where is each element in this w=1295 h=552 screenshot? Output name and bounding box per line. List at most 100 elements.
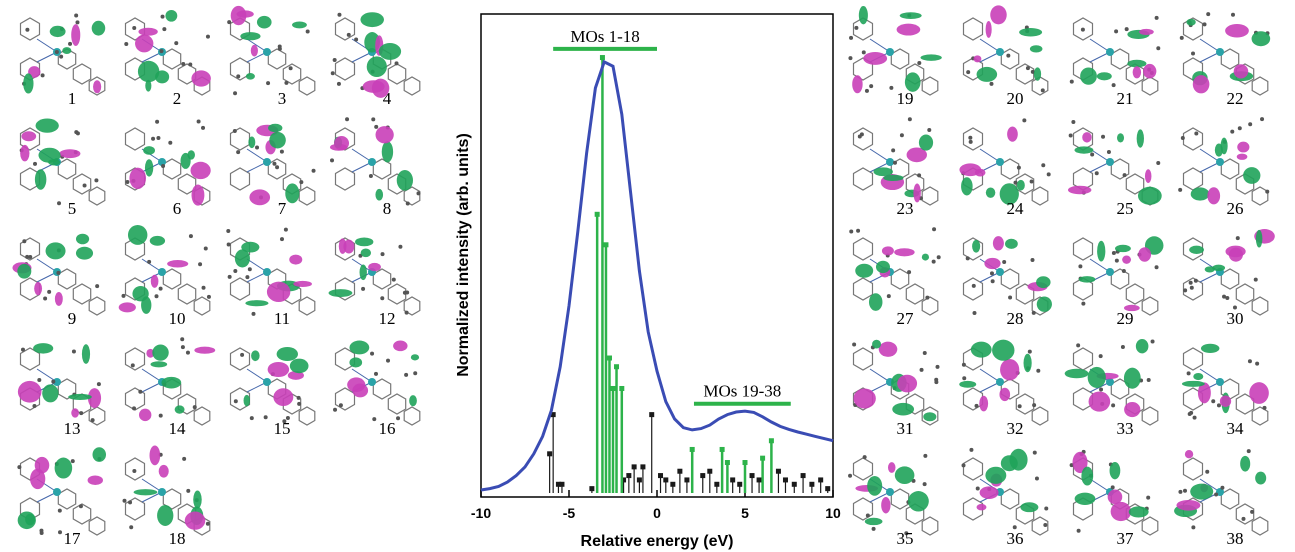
atom: [160, 14, 165, 19]
metal: [368, 158, 376, 166]
lobe: [984, 257, 1001, 270]
atom: [1191, 51, 1196, 56]
orbital-sketch: [229, 346, 316, 426]
lobe: [1082, 132, 1092, 143]
lobe: [1115, 244, 1131, 253]
atom: [130, 363, 135, 368]
ring: [1015, 393, 1035, 415]
atom: [1187, 411, 1192, 416]
orbital-sketch: [19, 13, 106, 96]
lobe: [1033, 67, 1042, 81]
lobe: [872, 339, 882, 349]
lobe: [158, 464, 169, 478]
atom: [1247, 359, 1252, 364]
ring: [1182, 167, 1204, 191]
lobe: [20, 144, 30, 162]
orbital-label: 32: [1007, 419, 1024, 438]
metal: [263, 158, 271, 166]
atom: [282, 419, 287, 424]
lobe: [91, 20, 106, 36]
atom: [1248, 122, 1253, 127]
atom: [1012, 525, 1017, 530]
atom: [1101, 134, 1106, 139]
atom: [129, 525, 134, 530]
atom: [47, 289, 52, 294]
lobe: [873, 167, 893, 177]
atom: [128, 500, 133, 505]
ring: [1182, 457, 1204, 481]
lobe: [366, 56, 387, 78]
ring: [124, 497, 146, 521]
stick: [626, 473, 632, 493]
ring: [852, 127, 874, 151]
stick: [791, 481, 797, 493]
ring: [177, 393, 197, 415]
atom: [233, 399, 238, 404]
atom: [299, 180, 304, 185]
lobe: [187, 150, 195, 160]
orbital-label: 29: [1117, 309, 1134, 328]
atom: [58, 530, 63, 535]
stick: [547, 451, 553, 493]
ring: [124, 237, 146, 261]
atom: [1260, 117, 1265, 122]
atom: [275, 165, 280, 170]
stick: [606, 355, 612, 493]
atom: [158, 413, 163, 418]
atom: [1186, 371, 1191, 376]
orbital-label: 27: [897, 309, 915, 328]
stick-head: [619, 385, 625, 391]
atom: [974, 403, 979, 408]
orbital-sketch: [124, 9, 211, 96]
atom: [965, 256, 970, 261]
lobe: [75, 233, 90, 245]
lobe: [71, 24, 81, 46]
lobe: [1184, 449, 1194, 459]
orbital-label: 14: [169, 419, 187, 438]
lobe: [268, 123, 283, 133]
lobe: [896, 23, 921, 36]
metal: [996, 48, 1004, 56]
orbital-sketch: [1182, 229, 1275, 316]
lobe: [1251, 31, 1271, 47]
atom: [162, 27, 167, 32]
stick: [689, 446, 695, 493]
lobe: [863, 52, 888, 65]
ring: [1182, 277, 1204, 301]
atom: [1154, 265, 1159, 270]
lobe: [1036, 296, 1052, 312]
lobe: [875, 260, 891, 274]
ring: [334, 167, 356, 191]
atom: [188, 62, 193, 67]
lobe: [970, 341, 992, 358]
ring: [921, 76, 939, 96]
stick-head: [626, 473, 632, 479]
lobe: [93, 80, 102, 94]
lobe: [1019, 28, 1043, 37]
ring: [19, 347, 41, 371]
atom: [1030, 69, 1035, 74]
ring: [88, 516, 106, 536]
stick-head: [559, 481, 565, 487]
ring: [298, 186, 316, 206]
stick-head: [818, 477, 824, 483]
lobe: [129, 167, 147, 190]
atom: [1193, 278, 1198, 283]
metal: [53, 378, 61, 386]
atom: [51, 379, 56, 384]
stick-head: [756, 477, 762, 483]
ring: [387, 283, 407, 305]
lobe: [184, 511, 206, 530]
lobe: [867, 475, 883, 496]
ring: [1072, 387, 1094, 411]
atom: [380, 252, 385, 257]
x-tick-label: -10: [471, 505, 491, 521]
lobe: [293, 280, 312, 288]
atom: [346, 32, 351, 37]
lobe: [1005, 238, 1018, 249]
lobe: [152, 344, 169, 361]
atom: [1150, 339, 1155, 344]
atom: [180, 345, 185, 350]
orbital-label: 1: [68, 89, 77, 108]
lobe: [1240, 455, 1251, 472]
